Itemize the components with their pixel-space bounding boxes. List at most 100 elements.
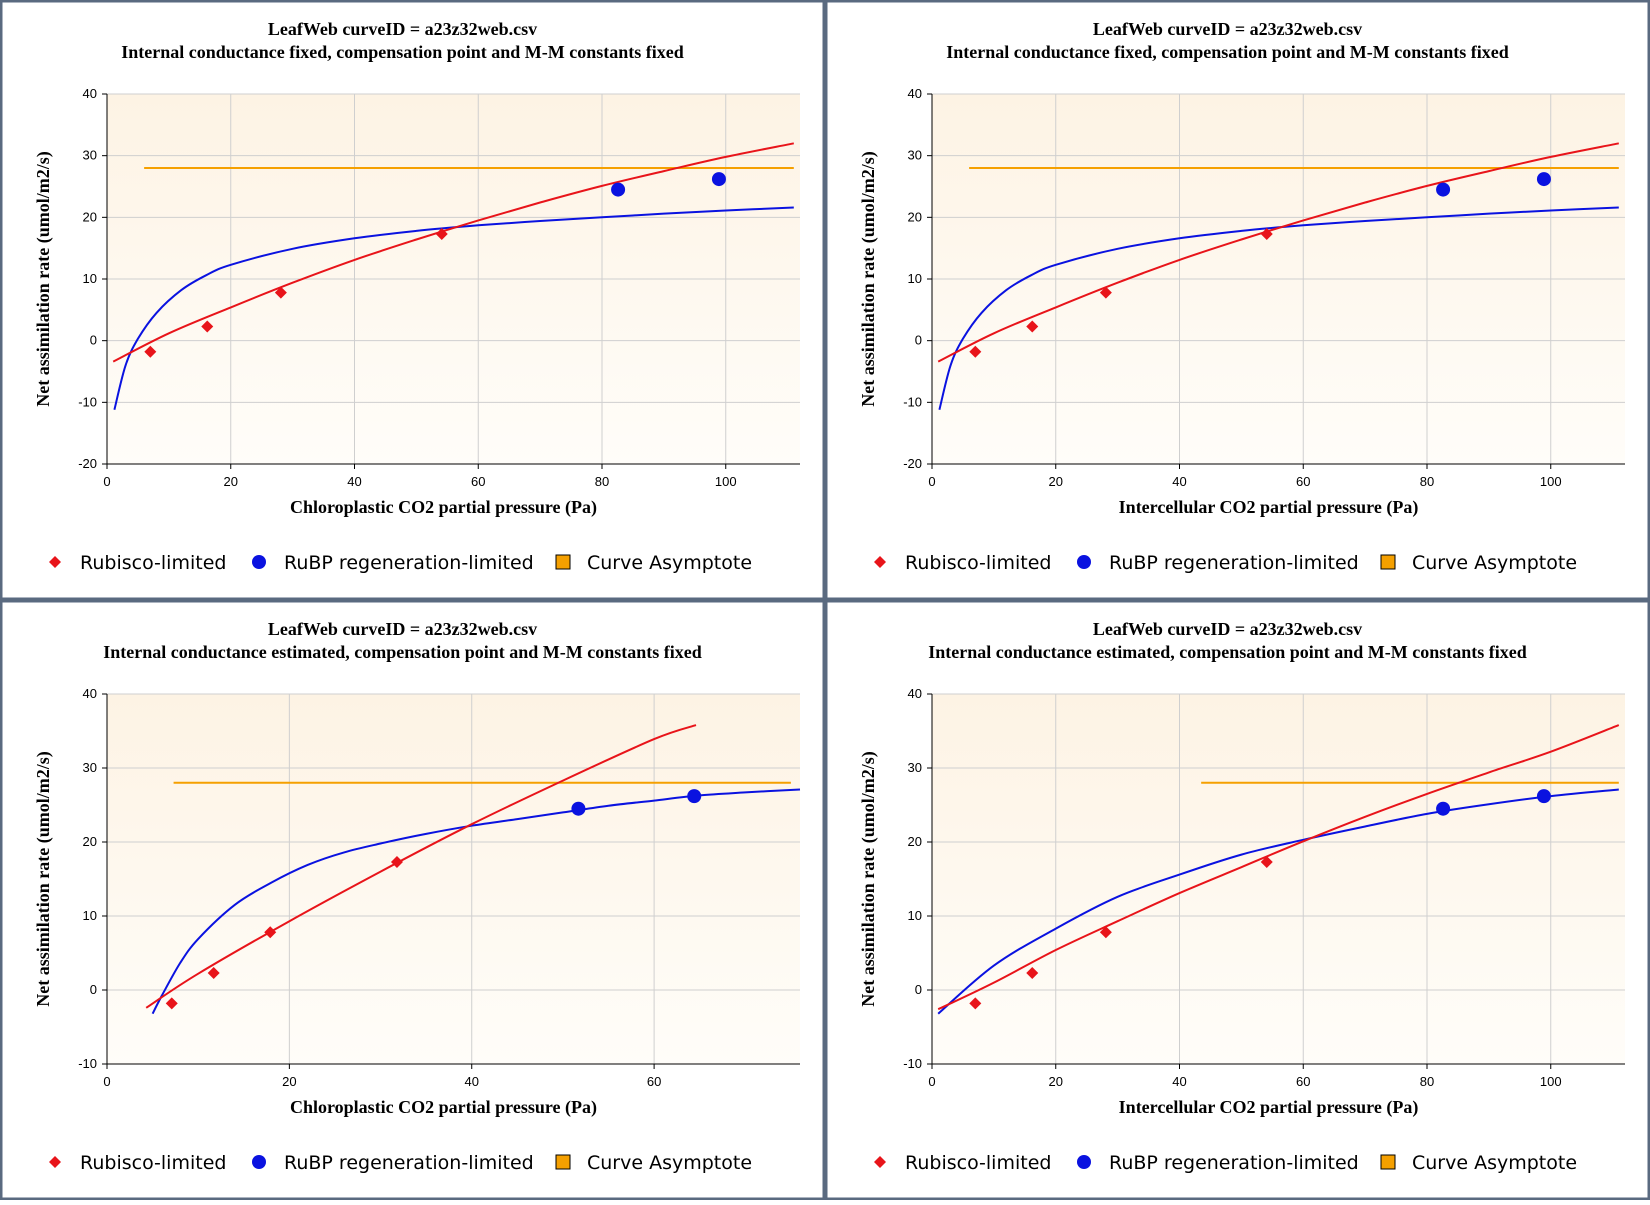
y-tick-label: 20 bbox=[83, 834, 97, 849]
legend-rubisco-label: Rubisco-limited bbox=[80, 1152, 226, 1174]
legend-rubp-label: RuBP regeneration-limited bbox=[284, 552, 534, 574]
chart-subtitle: Internal conductance fixed, compensation… bbox=[121, 42, 684, 62]
chart-title: LeafWeb curveID = a23z32web.csv bbox=[1093, 619, 1362, 639]
rubp-curve bbox=[113, 206, 794, 410]
y-axis-label: Net assimilation rate (umol/m2/s) bbox=[858, 751, 879, 1006]
legend-asymptote-label: Curve Asymptote bbox=[1412, 1152, 1577, 1174]
rubp-point bbox=[1436, 801, 1451, 816]
legend-rubisco-label: Rubisco-limited bbox=[905, 1152, 1051, 1174]
y-tick-label: 0 bbox=[915, 982, 922, 997]
rubisco-point bbox=[969, 997, 982, 1010]
legend-rubisco-label: Rubisco-limited bbox=[80, 552, 226, 574]
plot-area bbox=[932, 694, 1625, 1064]
rubisco-point bbox=[144, 345, 157, 358]
x-tick-label: 80 bbox=[1420, 1074, 1434, 1089]
y-tick-label: 20 bbox=[908, 209, 922, 224]
plot-area bbox=[107, 694, 800, 1064]
rubp-point bbox=[687, 789, 702, 804]
y-tick-label: 40 bbox=[83, 86, 97, 101]
x-tick-label: 80 bbox=[595, 474, 609, 489]
legend-asymptote-marker bbox=[555, 1154, 571, 1170]
x-tick-label: 0 bbox=[928, 474, 935, 489]
y-tick-label: 10 bbox=[908, 271, 922, 286]
chart-panel-2: LeafWeb curveID = a23z32web.csv Internal … bbox=[824, 0, 1650, 601]
x-tick-label: 40 bbox=[1172, 474, 1186, 489]
x-axis-label: Intercellular CO2 partial pressure (Pa) bbox=[1119, 497, 1419, 518]
rubp-point bbox=[571, 801, 586, 816]
chart-panel-4: LeafWeb curveID = a23z32web.csv Internal … bbox=[824, 599, 1650, 1201]
rubp-point bbox=[1536, 789, 1551, 804]
y-axis-label: Net assimilation rate (umol/m2/s) bbox=[33, 751, 54, 1006]
x-tick-label: 20 bbox=[1049, 474, 1063, 489]
x-axis-label: Chloroplastic CO2 partial pressure (Pa) bbox=[290, 1097, 597, 1118]
rubisco-point bbox=[969, 345, 982, 358]
legend-rubp-marker bbox=[1077, 555, 1091, 569]
x-tick-label: 60 bbox=[1296, 1074, 1310, 1089]
rubisco-point bbox=[1260, 855, 1273, 868]
rubisco-curve bbox=[145, 724, 697, 1009]
y-tick-label: -10 bbox=[903, 394, 922, 409]
rubisco-point bbox=[435, 227, 448, 240]
x-tick-label: 0 bbox=[928, 1074, 935, 1089]
legend-rubp-label: RuBP regeneration-limited bbox=[1109, 1152, 1359, 1174]
legend-asymptote-marker bbox=[555, 554, 571, 570]
rubp-point bbox=[711, 172, 726, 187]
rubisco-point bbox=[1099, 926, 1112, 939]
rubp-curve bbox=[937, 788, 1619, 1015]
chart-title: LeafWeb curveID = a23z32web.csv bbox=[268, 19, 537, 39]
chart-title: LeafWeb curveID = a23z32web.csv bbox=[1093, 19, 1362, 39]
legend-rubp-marker bbox=[252, 1155, 266, 1169]
rubisco-curve bbox=[937, 724, 1620, 1011]
x-tick-label: 0 bbox=[103, 1074, 110, 1089]
x-tick-label: 40 bbox=[347, 474, 361, 489]
chart-subtitle: Internal conductance fixed, compensation… bbox=[946, 42, 1509, 62]
x-tick-label: 0 bbox=[103, 474, 110, 489]
y-axis-label: Net assimilation rate (umol/m2/s) bbox=[858, 151, 879, 406]
rubp-curve bbox=[151, 788, 801, 1015]
y-tick-label: 30 bbox=[908, 760, 922, 775]
legend-rubisco-label: Rubisco-limited bbox=[905, 552, 1051, 574]
rubisco-point bbox=[1026, 320, 1039, 333]
x-tick-label: 100 bbox=[1540, 474, 1562, 489]
y-tick-label: 40 bbox=[908, 86, 922, 101]
y-axis-label: Net assimilation rate (umol/m2/s) bbox=[33, 151, 54, 406]
rubp-point bbox=[1436, 182, 1451, 197]
y-tick-label: 0 bbox=[90, 333, 97, 348]
y-tick-label: 10 bbox=[908, 908, 922, 923]
y-tick-label: 40 bbox=[83, 686, 97, 701]
y-tick-label: -10 bbox=[78, 394, 97, 409]
rubisco-point bbox=[264, 926, 277, 939]
x-tick-label: 80 bbox=[1420, 474, 1434, 489]
x-tick-label: 20 bbox=[1049, 1074, 1063, 1089]
y-tick-label: -20 bbox=[78, 456, 97, 471]
legend-asymptote-label: Curve Asymptote bbox=[587, 552, 752, 574]
y-tick-label: 40 bbox=[908, 686, 922, 701]
chart-panel-3: LeafWeb curveID = a23z32web.csv Internal … bbox=[0, 599, 826, 1201]
rubp-curve bbox=[938, 206, 1619, 410]
legend-rubp-label: RuBP regeneration-limited bbox=[1109, 552, 1359, 574]
legend-asymptote-label: Curve Asymptote bbox=[1412, 552, 1577, 574]
legend-rubisco-marker bbox=[49, 1156, 61, 1168]
rubisco-point bbox=[390, 855, 403, 868]
rubisco-point bbox=[1099, 286, 1112, 299]
y-tick-label: 20 bbox=[908, 834, 922, 849]
y-tick-label: 20 bbox=[83, 209, 97, 224]
legend-rubp-marker bbox=[252, 555, 266, 569]
x-tick-label: 60 bbox=[647, 1074, 661, 1089]
legend-rubisco-marker bbox=[874, 1156, 886, 1168]
rubisco-point bbox=[207, 966, 220, 979]
legend-asymptote-marker bbox=[1380, 554, 1396, 570]
chart-subtitle: Internal conductance estimated, compensa… bbox=[928, 642, 1527, 662]
y-tick-label: 30 bbox=[83, 760, 97, 775]
legend-asymptote-marker bbox=[1380, 1154, 1396, 1170]
x-tick-label: 20 bbox=[282, 1074, 296, 1089]
y-tick-label: -20 bbox=[903, 456, 922, 471]
y-tick-label: -10 bbox=[78, 1056, 97, 1071]
x-axis-label: Intercellular CO2 partial pressure (Pa) bbox=[1119, 1097, 1419, 1118]
legend-rubisco-marker bbox=[874, 556, 886, 568]
legend-asymptote-label: Curve Asymptote bbox=[587, 1152, 752, 1174]
y-tick-label: 10 bbox=[83, 908, 97, 923]
y-tick-label: 30 bbox=[908, 148, 922, 163]
x-tick-label: 60 bbox=[1296, 474, 1310, 489]
